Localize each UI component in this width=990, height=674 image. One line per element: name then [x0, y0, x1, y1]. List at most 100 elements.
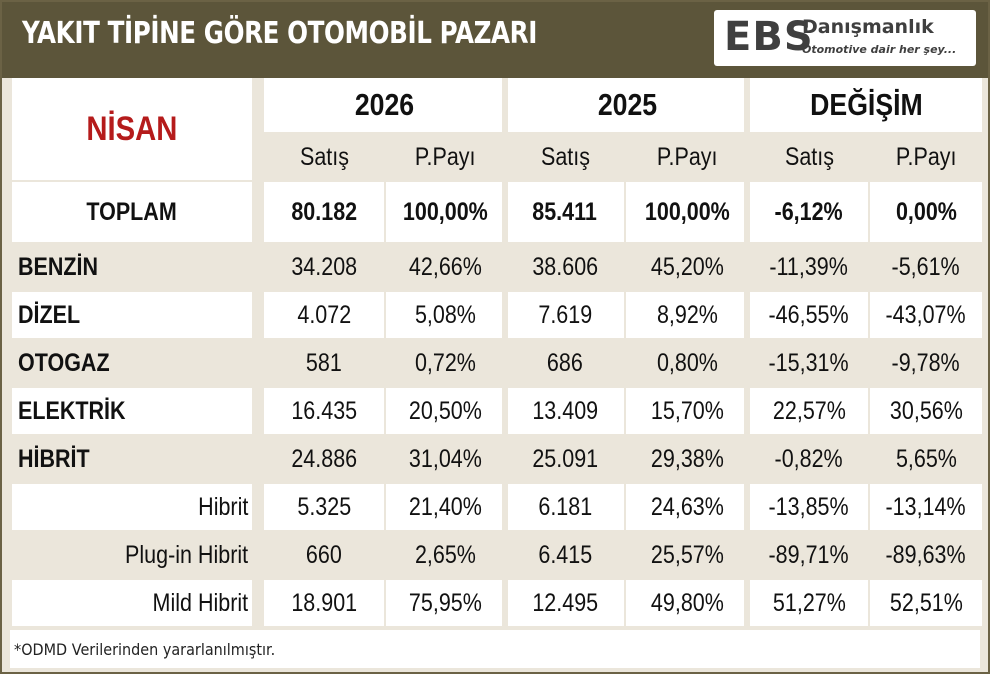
table-cell-4-4-text: 22,57% [772, 396, 846, 425]
table-cell-5-1-text: 31,04% [408, 444, 482, 473]
month-label: NİSAN [12, 78, 252, 180]
table-cell-2-5-text: -43,07% [885, 300, 967, 329]
subheader-3-text: P.Payı [656, 142, 718, 171]
table-cell-7-0: 660 [264, 532, 384, 578]
subheader-5: P.Payı [870, 134, 982, 180]
group-divider [744, 78, 750, 626]
table-cell-6-3-text: 24,63% [650, 492, 724, 521]
table-cell-5-4: -0,82% [750, 436, 868, 482]
table-cell-4-0-text: 16.435 [291, 396, 357, 425]
table-cell-6-1-text: 21,40% [408, 492, 482, 521]
table-cell-0-1-text: 100,00% [402, 197, 488, 226]
subheader-4: Satış [750, 134, 868, 180]
table-cell-5-4-text: -0,82% [774, 444, 844, 473]
row-label-6-text: Hibrit [197, 492, 248, 521]
table-cell-2-1: 5,08% [386, 292, 504, 338]
table-cell-3-0: 581 [264, 340, 384, 386]
table-cell-3-2-text: 686 [547, 348, 583, 377]
subheader-5-text: P.Payı [895, 142, 957, 171]
table-cell-5-2-text: 25.091 [532, 444, 598, 473]
table-cell-8-1: 75,95% [386, 580, 504, 626]
page-title: YAKIT TİPİNE GÖRE OTOMOBİL PAZARI [22, 16, 537, 51]
table-cell-8-3: 49,80% [626, 580, 748, 626]
table-cell-1-0: 34.208 [264, 244, 384, 290]
table-cell-0-1: 100,00% [386, 182, 504, 242]
table-cell-6-2-text: 6.181 [538, 492, 592, 521]
group-header-2: DEĞİŞİM [750, 78, 982, 132]
subheader-0-text: Satış [299, 142, 349, 171]
table-cell-2-2-text: 7.619 [538, 300, 592, 329]
table-cell-8-4: 51,27% [750, 580, 868, 626]
table-cell-0-3-text: 100,00% [644, 197, 730, 226]
table-cell-6-1: 21,40% [386, 484, 504, 530]
table-cell-6-5: -13,14% [870, 484, 982, 530]
subheader-2-text: Satış [540, 142, 590, 171]
table-cell-6-0-text: 5.325 [297, 492, 351, 521]
row-label-2-text: DİZEL [18, 300, 81, 329]
table-cell-0-4-text: -6,12% [774, 197, 844, 226]
table-cell-3-2: 686 [506, 340, 624, 386]
group-header-1-text: 2025 [597, 87, 657, 122]
row-label-2: DİZEL [12, 292, 252, 338]
table-cell-4-3-text: 15,70% [650, 396, 724, 425]
row-label-1: BENZİN [12, 244, 252, 290]
table-cell-7-0-text: 660 [306, 540, 342, 569]
row-label-4: ELEKTRİK [12, 388, 252, 434]
logo-main-text: EBS [724, 14, 814, 60]
footnote: *ODMD Verilerinden yararlanılmıştır. [10, 630, 980, 668]
table-cell-8-2: 12.495 [506, 580, 624, 626]
table-cell-6-5-text: -13,14% [885, 492, 967, 521]
group-header-0: 2026 [264, 78, 504, 132]
table-cell-4-4: 22,57% [750, 388, 868, 434]
table-cell-1-2: 38.606 [506, 244, 624, 290]
table-cell-7-1-text: 2,65% [414, 540, 476, 569]
table-cell-5-1: 31,04% [386, 436, 504, 482]
table-cell-1-0-text: 34.208 [291, 252, 357, 281]
logo-tagline: Otomotive dair her şey... [802, 43, 957, 56]
table-cell-0-0-text: 80.182 [291, 197, 357, 226]
table-cell-6-3: 24,63% [626, 484, 748, 530]
table-cell-3-3-text: 0,80% [656, 348, 718, 377]
table-cell-2-2: 7.619 [506, 292, 624, 338]
table-cell-5-2: 25.091 [506, 436, 624, 482]
table-cell-7-5: -89,63% [870, 532, 982, 578]
table-cell-4-2-text: 13.409 [532, 396, 598, 425]
table-cell-7-1: 2,65% [386, 532, 504, 578]
table-cell-2-5: -43,07% [870, 292, 982, 338]
table-cell-5-5-text: 5,65% [895, 444, 957, 473]
table-cell-1-5: -5,61% [870, 244, 982, 290]
table-cell-3-5-text: -9,78% [891, 348, 961, 377]
table-cell-6-0: 5.325 [264, 484, 384, 530]
table-cell-0-2: 85.411 [506, 182, 624, 242]
logo-sub-text: Danışmanlık [802, 16, 934, 38]
table-cell-5-0: 24.886 [264, 436, 384, 482]
row-label-8-text: Mild Hibrit [152, 588, 248, 617]
table-cell-3-4: -15,31% [750, 340, 868, 386]
table-cell-7-2: 6.415 [506, 532, 624, 578]
table-cell-0-5-text: 0,00% [895, 197, 957, 226]
table-cell-6-4-text: -13,85% [768, 492, 850, 521]
table-cell-8-1-text: 75,95% [408, 588, 482, 617]
table-cell-7-3-text: 25,57% [650, 540, 724, 569]
table-cell-5-3: 29,38% [626, 436, 748, 482]
row-label-5-text: HİBRİT [18, 444, 90, 473]
group-header-2-text: DEĞİŞİM [809, 87, 923, 122]
table-cell-1-2-text: 38.606 [532, 252, 598, 281]
row-label-7-text: Plug-in Hibrit [124, 540, 248, 569]
table-cell-8-5: 52,51% [870, 580, 982, 626]
table-cell-7-5-text: -89,63% [885, 540, 967, 569]
table-cell-5-0-text: 24.886 [291, 444, 357, 473]
table-cell-2-1-text: 5,08% [414, 300, 476, 329]
row-label-1-text: BENZİN [18, 252, 99, 281]
group-header-0-text: 2026 [354, 87, 414, 122]
table-cell-4-2: 13.409 [506, 388, 624, 434]
group-header-1: 2025 [506, 78, 748, 132]
table-cell-8-4-text: 51,27% [772, 588, 846, 617]
row-label-4-text: ELEKTRİK [18, 396, 126, 425]
table-cell-3-1: 0,72% [386, 340, 504, 386]
table-cell-4-1: 20,50% [386, 388, 504, 434]
table-cell-5-3-text: 29,38% [650, 444, 724, 473]
subheader-0: Satış [264, 134, 384, 180]
row-label-6: Hibrit [12, 484, 252, 530]
